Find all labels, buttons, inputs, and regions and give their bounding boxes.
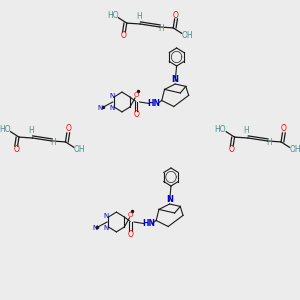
Text: O: O — [13, 146, 19, 154]
Text: O: O — [65, 124, 71, 134]
Text: N: N — [110, 93, 115, 99]
Text: H: H — [158, 24, 164, 33]
Text: HN: HN — [148, 99, 161, 108]
Text: N: N — [104, 224, 109, 230]
Text: O: O — [173, 11, 179, 20]
Text: HN: HN — [142, 219, 155, 228]
Text: O: O — [128, 212, 133, 218]
Text: HO: HO — [107, 11, 118, 20]
Text: H: H — [266, 138, 272, 147]
Text: H: H — [136, 12, 142, 21]
Text: O: O — [128, 230, 134, 239]
Text: O: O — [229, 146, 235, 154]
Text: H: H — [50, 138, 56, 147]
Text: O: O — [133, 110, 139, 119]
Text: H: H — [244, 126, 250, 135]
Text: OH: OH — [74, 145, 85, 154]
Text: OH: OH — [182, 31, 193, 40]
Text: O: O — [133, 92, 139, 98]
Text: N: N — [110, 104, 115, 110]
Text: N: N — [104, 214, 109, 219]
Text: O: O — [121, 32, 127, 40]
Text: N: N — [92, 225, 98, 231]
Text: N: N — [98, 105, 103, 111]
Text: OH: OH — [289, 145, 300, 154]
Text: N: N — [166, 195, 173, 204]
Text: O: O — [281, 124, 287, 134]
Text: HO: HO — [215, 125, 226, 134]
Text: N: N — [172, 75, 179, 84]
Text: H: H — [28, 126, 34, 135]
Text: HO: HO — [0, 125, 11, 134]
